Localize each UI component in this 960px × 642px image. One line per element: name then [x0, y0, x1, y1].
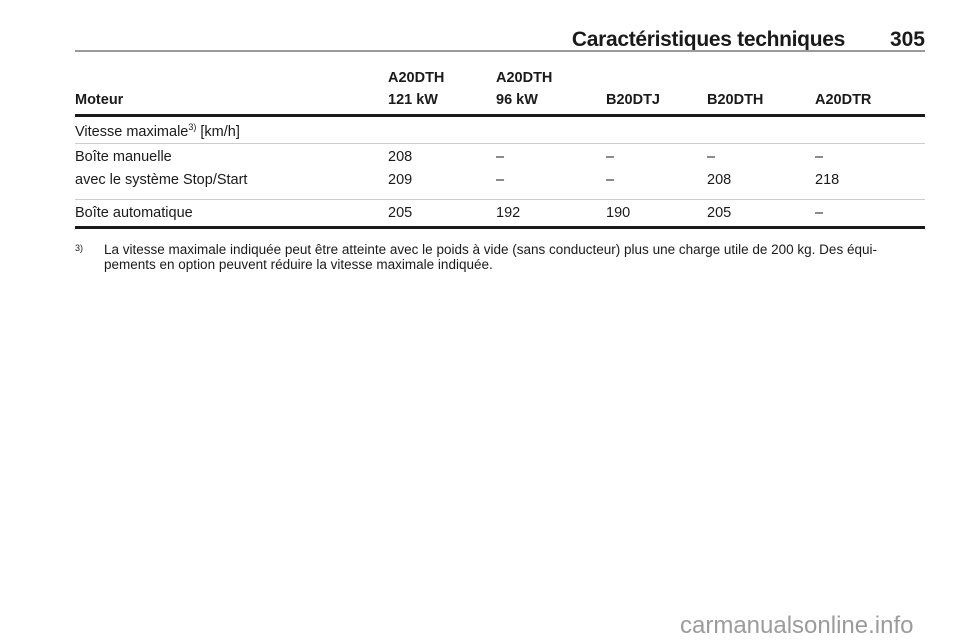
footnote-line: La vitesse maximale indiquée peut être a…: [104, 242, 877, 257]
footnote-mark: 3): [75, 243, 84, 253]
table-top-rule: [75, 114, 925, 117]
page-number: 305: [889, 28, 925, 51]
column-header-line2: A20DTR: [815, 92, 872, 108]
table-cell: –: [496, 172, 505, 188]
section-label: Vitesse maximale3) [km/h]: [75, 122, 240, 140]
row-label: Boîte manuelle: [75, 149, 172, 165]
divider: [75, 199, 925, 200]
table-cell: 218: [815, 172, 840, 188]
column-header-line2: 121 kW: [388, 92, 438, 108]
row-header: Moteur: [75, 92, 124, 108]
column-header-line2: B20DTH: [707, 92, 764, 108]
row-label: Boîte automatique: [75, 205, 193, 221]
table-cell: 208: [707, 172, 732, 188]
table-cell: 205: [388, 205, 413, 221]
table-cell: –: [496, 149, 505, 165]
section-text: Vitesse maximale: [75, 123, 189, 140]
divider: [75, 143, 925, 144]
footnote-ref: 3): [188, 122, 197, 132]
column-header-line1: A20DTH: [388, 70, 445, 86]
table-cell: 205: [707, 205, 732, 221]
footnote-line: pements en option peuvent réduire la vit…: [104, 257, 493, 272]
column-header-line2: 96 kW: [496, 92, 538, 108]
column-header-line1: A20DTH: [496, 70, 553, 86]
table-cell: –: [815, 149, 824, 165]
watermark: carmanualsonline.info: [680, 612, 914, 639]
page-title: Caractéristiques techniques: [571, 28, 845, 51]
table-bottom-rule: [75, 226, 925, 229]
table-cell: 208: [388, 149, 413, 165]
section-unit: [km/h]: [196, 123, 240, 140]
row-label: avec le système Stop/Start: [75, 172, 248, 188]
table-cell: 209: [388, 172, 413, 188]
table-cell: –: [606, 149, 615, 165]
header-divider: [75, 50, 925, 52]
table-cell: –: [606, 172, 615, 188]
table-cell: 192: [496, 205, 521, 221]
column-header-line2: B20DTJ: [606, 92, 660, 108]
table-cell: –: [815, 205, 824, 221]
table-cell: 190: [606, 205, 631, 221]
table-cell: –: [707, 149, 716, 165]
